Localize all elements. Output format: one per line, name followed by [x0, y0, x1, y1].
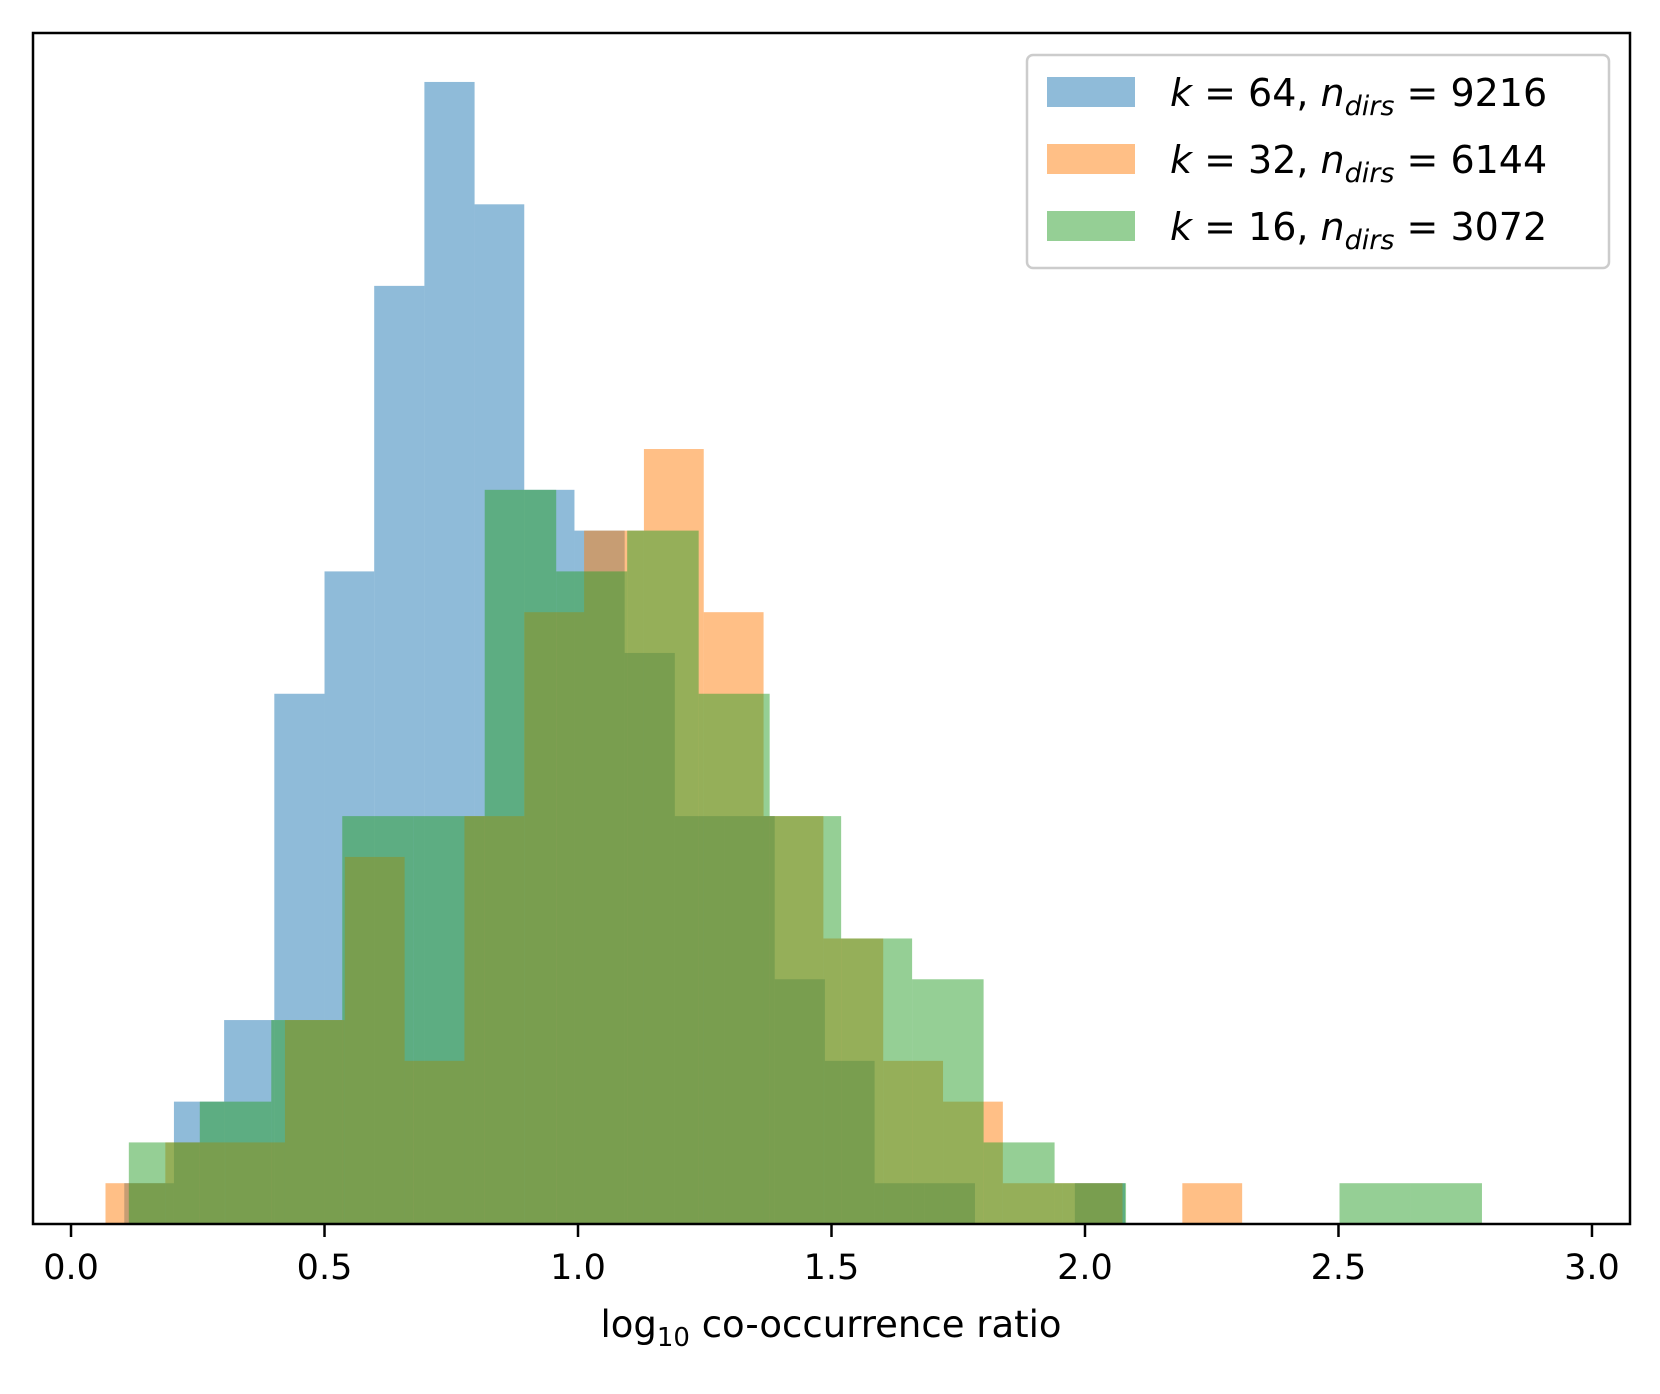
bar-series-2-bin-17 [1339, 1183, 1411, 1224]
x-tick-label-4: 2.0 [1057, 1248, 1113, 1288]
bar-series-2-bin-7 [627, 530, 699, 1224]
bar-series-2-bin-13 [1054, 1183, 1127, 1224]
x-axis-ticks: 0.0 0.5 1.0 1.5 2.0 2.5 3.0 [43, 1224, 1620, 1288]
bar-series-2-bin-9 [769, 816, 842, 1224]
legend-swatch-k16 [1047, 211, 1135, 241]
legend-box [1025, 53, 1611, 270]
bar-series-2-bin-5 [484, 489, 557, 1224]
bar-series-2-bin-3 [342, 816, 414, 1224]
histogram-bars [105, 81, 1482, 1225]
x-tick-label-1: 0.5 [297, 1248, 353, 1288]
x-tick-label-5: 2.5 [1311, 1248, 1367, 1288]
legend-swatch-k32 [1047, 144, 1135, 174]
legend: k = 64, ndirs = 9216 k = 32, ndirs = 614… [1025, 53, 1611, 270]
bar-series-2-bin-2 [271, 1020, 343, 1224]
x-axis-label: log10 co-occurrence ratio [600, 1303, 1061, 1353]
bar-series-2-bin-6 [556, 571, 628, 1224]
bar-series-2-bin-0 [128, 1142, 200, 1224]
bar-series-2-bin-10 [841, 938, 913, 1224]
bar-series-2-bin-11 [912, 979, 984, 1224]
bar-series-2-bin-1 [199, 1101, 272, 1224]
legend-label-k32: k = 32, ndirs = 6144 [1170, 138, 1547, 189]
x-tick-label-2: 1.0 [550, 1248, 606, 1288]
bar-series-2-bin-4 [413, 816, 485, 1224]
x-tick-label-3: 1.5 [804, 1248, 860, 1288]
bar-series-2-bin-18 [1410, 1183, 1482, 1224]
legend-swatch-k64 [1047, 77, 1135, 107]
bar-series-2-bin-12 [983, 1142, 1055, 1224]
bar-series-1-bin-18 [1182, 1183, 1243, 1224]
x-tick-label-6: 3.0 [1564, 1248, 1620, 1288]
x-tick-label-0: 0.0 [43, 1248, 99, 1288]
bar-series-2-bin-8 [698, 693, 770, 1224]
